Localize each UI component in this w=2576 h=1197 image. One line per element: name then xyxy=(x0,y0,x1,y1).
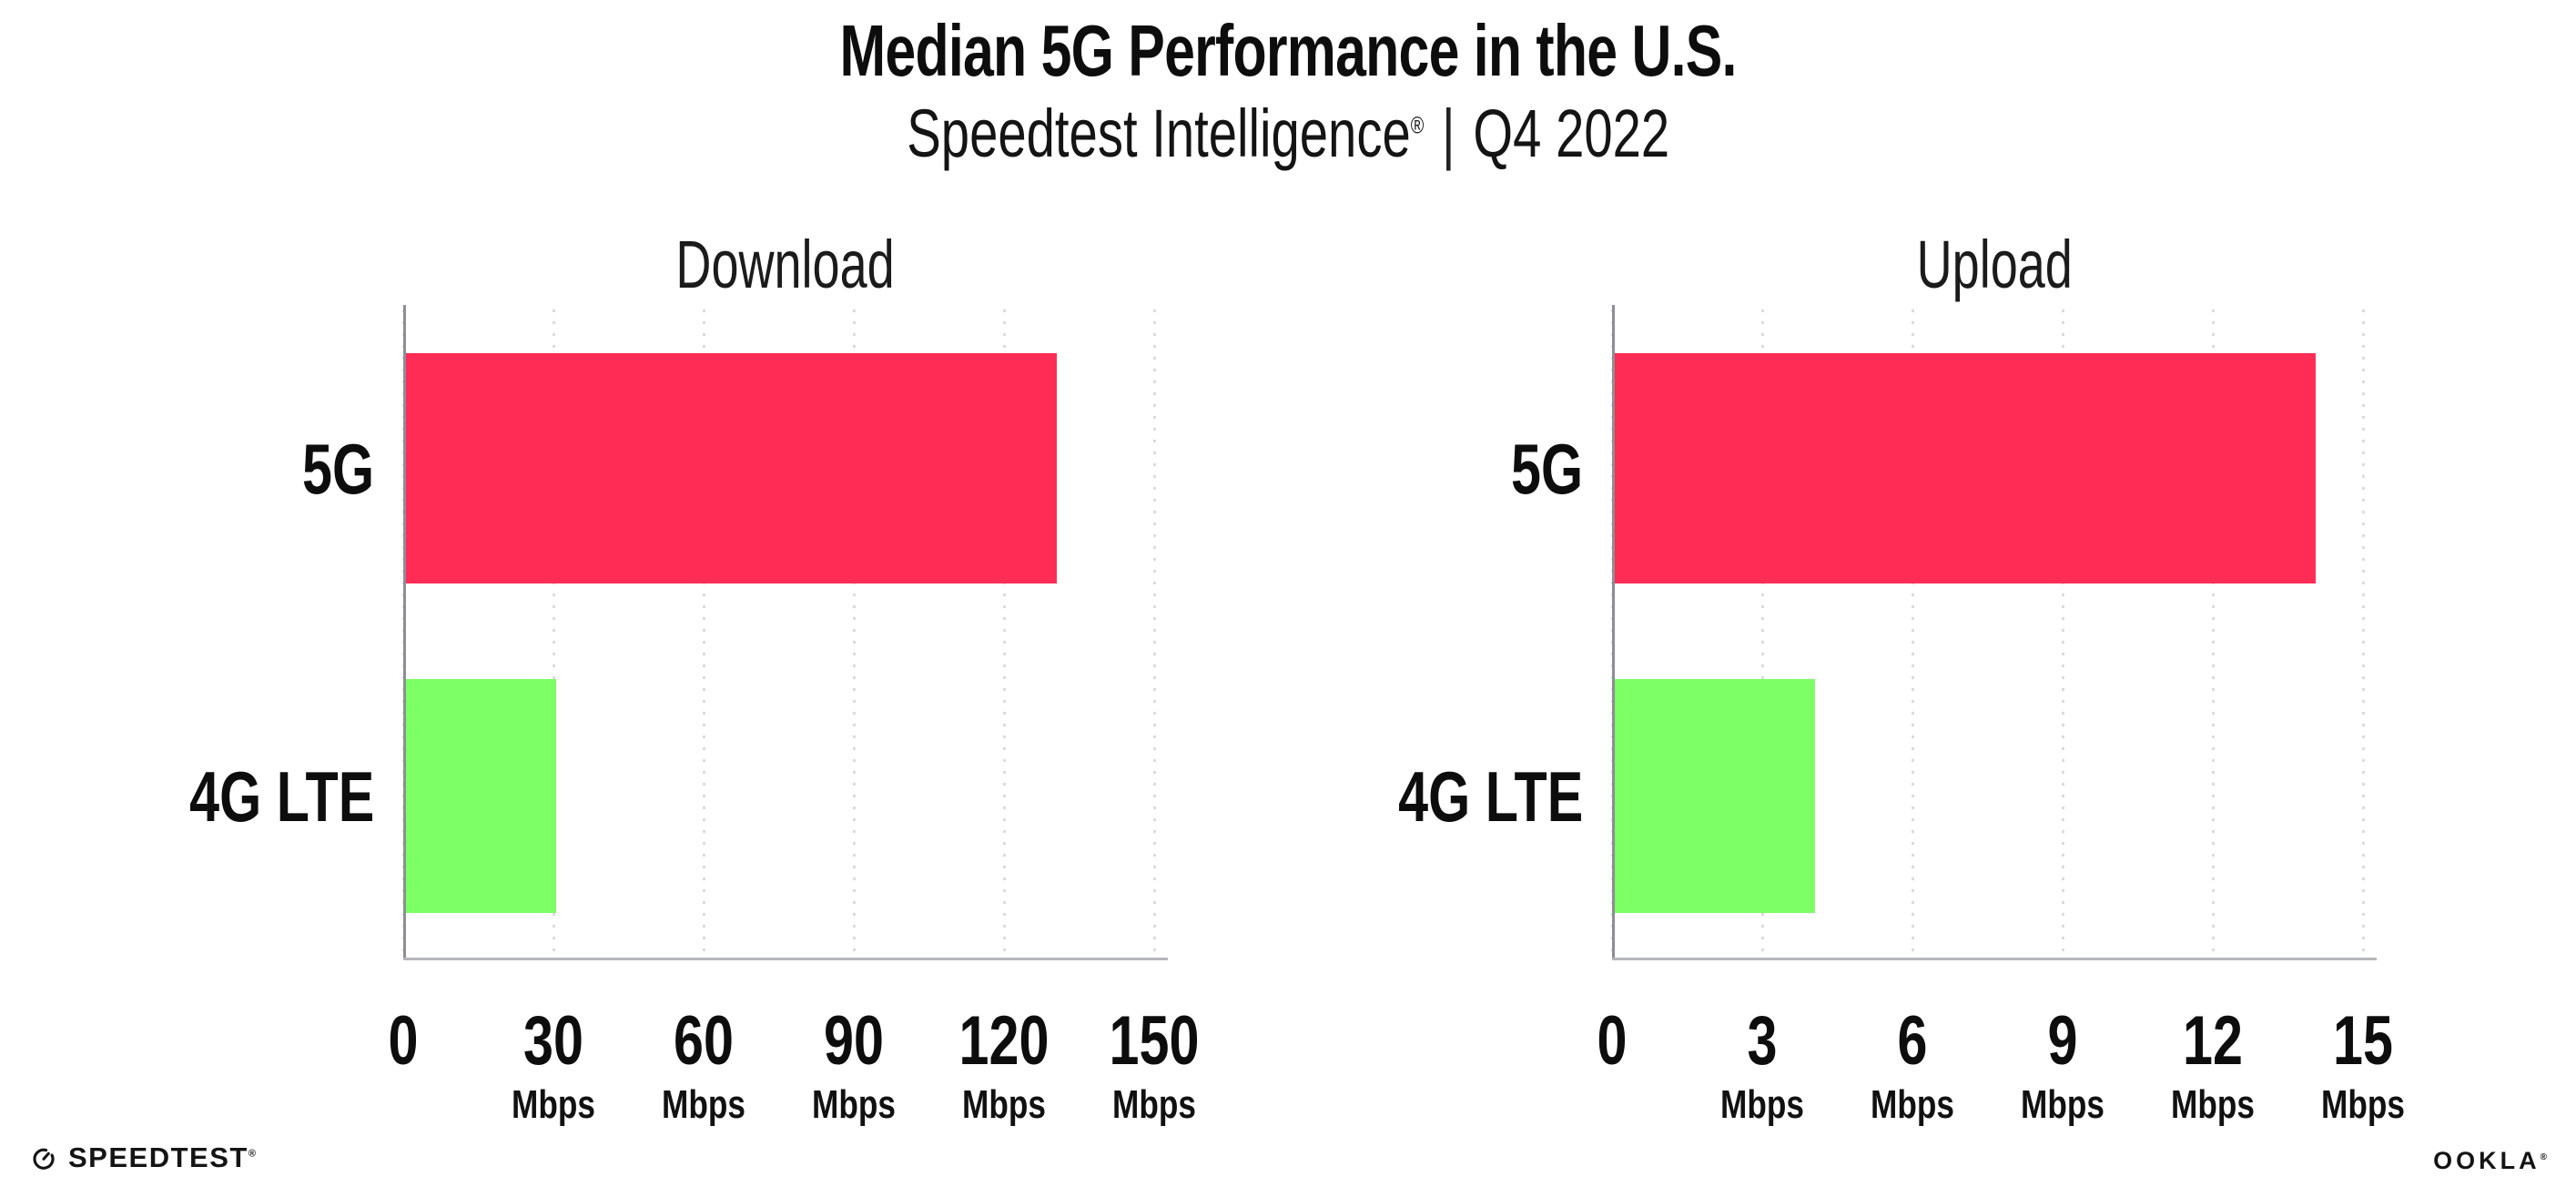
ookla-wordmark-text: OOKLA xyxy=(2433,1147,2541,1174)
x-tick-label-150: 150 xyxy=(1109,1002,1200,1080)
gridline-12 xyxy=(2212,305,2215,959)
x-tick-label-15: 15 xyxy=(2333,1002,2393,1080)
x-tick-unit-30: Mbps xyxy=(512,1082,595,1127)
download-chart-title: Download xyxy=(403,226,1168,303)
bar-4g-lte xyxy=(406,679,556,913)
x-tick-label-30: 30 xyxy=(523,1002,583,1080)
x-axis-line xyxy=(403,958,1168,960)
x-tick-unit-90: Mbps xyxy=(812,1082,896,1127)
gridline-60 xyxy=(703,305,705,959)
speedtest-wordmark: SPEEDTEST® xyxy=(68,1141,257,1174)
page-subtitle-text: Speedtest Intelligence® | Q4 2022 xyxy=(907,98,1669,169)
gridline-9 xyxy=(2062,305,2064,959)
gridline-120 xyxy=(1003,305,1006,959)
page-title-text: Median 5G Performance in the U.S. xyxy=(839,10,1737,91)
x-tick-label-120: 120 xyxy=(958,1002,1050,1080)
download-chart-title-text: Download xyxy=(675,227,896,302)
speedtest-wordmark-text: SPEEDTEST xyxy=(68,1141,248,1173)
x-tick-unit-6: Mbps xyxy=(1871,1082,1954,1127)
y-axis-line xyxy=(403,305,406,959)
category-label-4g-lte: 4G LTE xyxy=(1397,756,1583,837)
subtitle-brand: Speedtest Intelligence xyxy=(907,96,1411,171)
gridline-90 xyxy=(853,305,856,959)
header: Median 5G Performance in the U.S. Speedt… xyxy=(0,0,2576,169)
x-axis-line xyxy=(1612,958,2377,960)
registered-mark-icon: ® xyxy=(1410,111,1425,139)
gridline-150 xyxy=(1153,305,1156,959)
page-subtitle: Speedtest Intelligence® | Q4 2022 xyxy=(0,89,2576,169)
x-tick-unit-12: Mbps xyxy=(2171,1082,2255,1127)
upload-chart-title: Upload xyxy=(1612,226,2377,303)
x-tick-label-3: 3 xyxy=(1747,1002,1778,1080)
x-tick-label-0: 0 xyxy=(388,1002,419,1080)
x-tick-label-90: 90 xyxy=(824,1002,884,1080)
speedtest-gauge-icon xyxy=(33,1148,55,1170)
gridline-15 xyxy=(2362,305,2365,959)
speedtest-logo: SPEEDTEST® xyxy=(30,1141,257,1174)
bar-5g xyxy=(406,353,1057,583)
speedtest-registered-mark-icon: ® xyxy=(248,1148,258,1160)
page-title: Median 5G Performance in the U.S. xyxy=(0,0,2576,89)
x-tick-label-60: 60 xyxy=(674,1002,734,1080)
gridline-30 xyxy=(553,305,555,959)
x-tick-unit-9: Mbps xyxy=(2021,1082,2104,1127)
x-tick-label-0: 0 xyxy=(1597,1002,1628,1080)
y-axis-line xyxy=(1612,305,1615,959)
download-plot-area xyxy=(402,305,1168,960)
bar-4g-lte xyxy=(1615,679,1815,913)
x-tick-label-9: 9 xyxy=(2047,1002,2078,1080)
bar-5g xyxy=(1615,353,2316,583)
ookla-registered-mark-icon: ® xyxy=(2540,1152,2547,1162)
x-tick-unit-150: Mbps xyxy=(1112,1082,1196,1127)
upload-plot-area xyxy=(1611,305,2377,960)
x-tick-unit-15: Mbps xyxy=(2321,1082,2405,1127)
x-tick-unit-3: Mbps xyxy=(1720,1082,1804,1127)
subtitle-period: Q4 2022 xyxy=(1473,96,1669,171)
x-tick-label-6: 6 xyxy=(1897,1002,1928,1080)
category-label-4g-lte: 4G LTE xyxy=(188,756,374,837)
category-label-5g: 5G xyxy=(301,428,374,509)
x-tick-unit-60: Mbps xyxy=(662,1082,745,1127)
category-label-5g: 5G xyxy=(1510,428,1583,509)
x-tick-unit-120: Mbps xyxy=(962,1082,1046,1127)
upload-chart-title-text: Upload xyxy=(1916,227,2073,302)
gridline-6 xyxy=(1912,305,1914,959)
ookla-wordmark: OOKLA® xyxy=(2433,1147,2547,1175)
x-tick-label-12: 12 xyxy=(2183,1002,2243,1080)
gridline-3 xyxy=(1761,305,1764,959)
subtitle-divider: | xyxy=(1441,96,1455,171)
